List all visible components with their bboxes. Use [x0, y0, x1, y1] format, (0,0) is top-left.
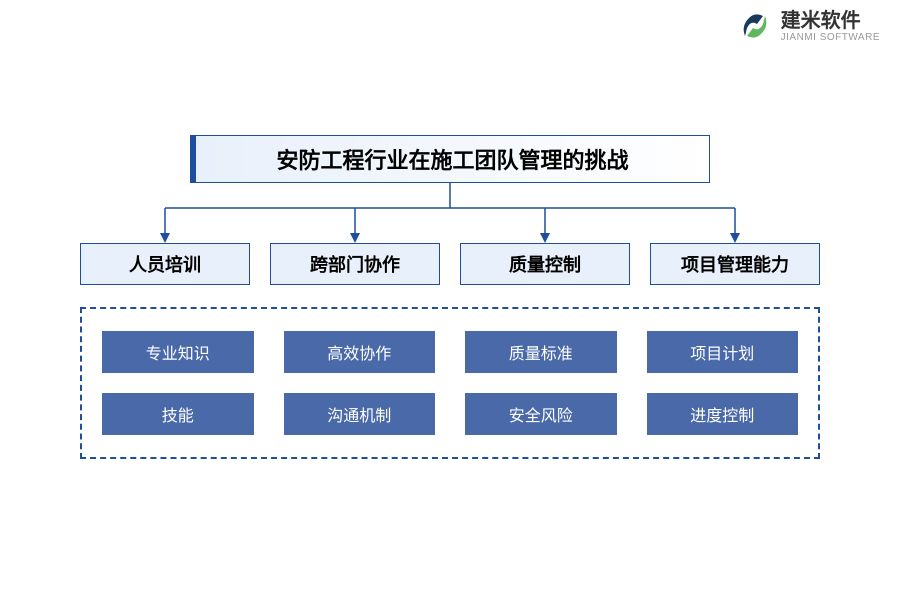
- logo-en-text: JIANMI SOFTWARE: [781, 32, 880, 43]
- category-label: 跨部门协作: [310, 251, 400, 277]
- detail-box: 沟通机制: [284, 393, 436, 435]
- diagram-title: 安防工程行业在施工团队管理的挑战: [276, 143, 628, 175]
- logo-icon: [737, 8, 773, 44]
- detail-box: 高效协作: [284, 331, 436, 373]
- detail-box: 安全风险: [465, 393, 617, 435]
- diagram-title-box: 安防工程行业在施工团队管理的挑战: [190, 135, 710, 183]
- category-label: 项目管理能力: [681, 251, 789, 277]
- category-label: 人员培训: [129, 251, 201, 277]
- detail-box: 技能: [102, 393, 254, 435]
- category-box: 人员培训: [80, 243, 250, 285]
- detail-box: 质量标准: [465, 331, 617, 373]
- detail-label: 项目计划: [690, 340, 754, 364]
- logo: 建米软件 JIANMI SOFTWARE: [737, 8, 880, 44]
- connector-area: [80, 183, 820, 243]
- detail-box: 项目计划: [647, 331, 799, 373]
- category-row: 人员培训 跨部门协作 质量控制 项目管理能力: [80, 243, 820, 285]
- detail-row: 专业知识 高效协作 质量标准 项目计划: [102, 331, 798, 373]
- logo-cn-text: 建米软件: [781, 10, 880, 32]
- category-box: 质量控制: [460, 243, 630, 285]
- category-box: 项目管理能力: [650, 243, 820, 285]
- detail-label: 沟通机制: [327, 402, 391, 426]
- detail-label: 技能: [162, 402, 194, 426]
- detail-label: 质量标准: [509, 340, 573, 364]
- details-container: 专业知识 高效协作 质量标准 项目计划 技能 沟通机制 安全风险 进度控: [80, 307, 820, 459]
- detail-row: 技能 沟通机制 安全风险 进度控制: [102, 393, 798, 435]
- detail-label: 专业知识: [146, 340, 210, 364]
- detail-label: 安全风险: [509, 402, 573, 426]
- detail-label: 高效协作: [327, 340, 391, 364]
- diagram-root: 安防工程行业在施工团队管理的挑战 人员培训 跨部门协作 质量控制: [80, 135, 820, 459]
- detail-box: 进度控制: [647, 393, 799, 435]
- detail-box: 专业知识: [102, 331, 254, 373]
- category-label: 质量控制: [509, 251, 581, 277]
- detail-label: 进度控制: [690, 402, 754, 426]
- logo-text: 建米软件 JIANMI SOFTWARE: [781, 10, 880, 43]
- category-box: 跨部门协作: [270, 243, 440, 285]
